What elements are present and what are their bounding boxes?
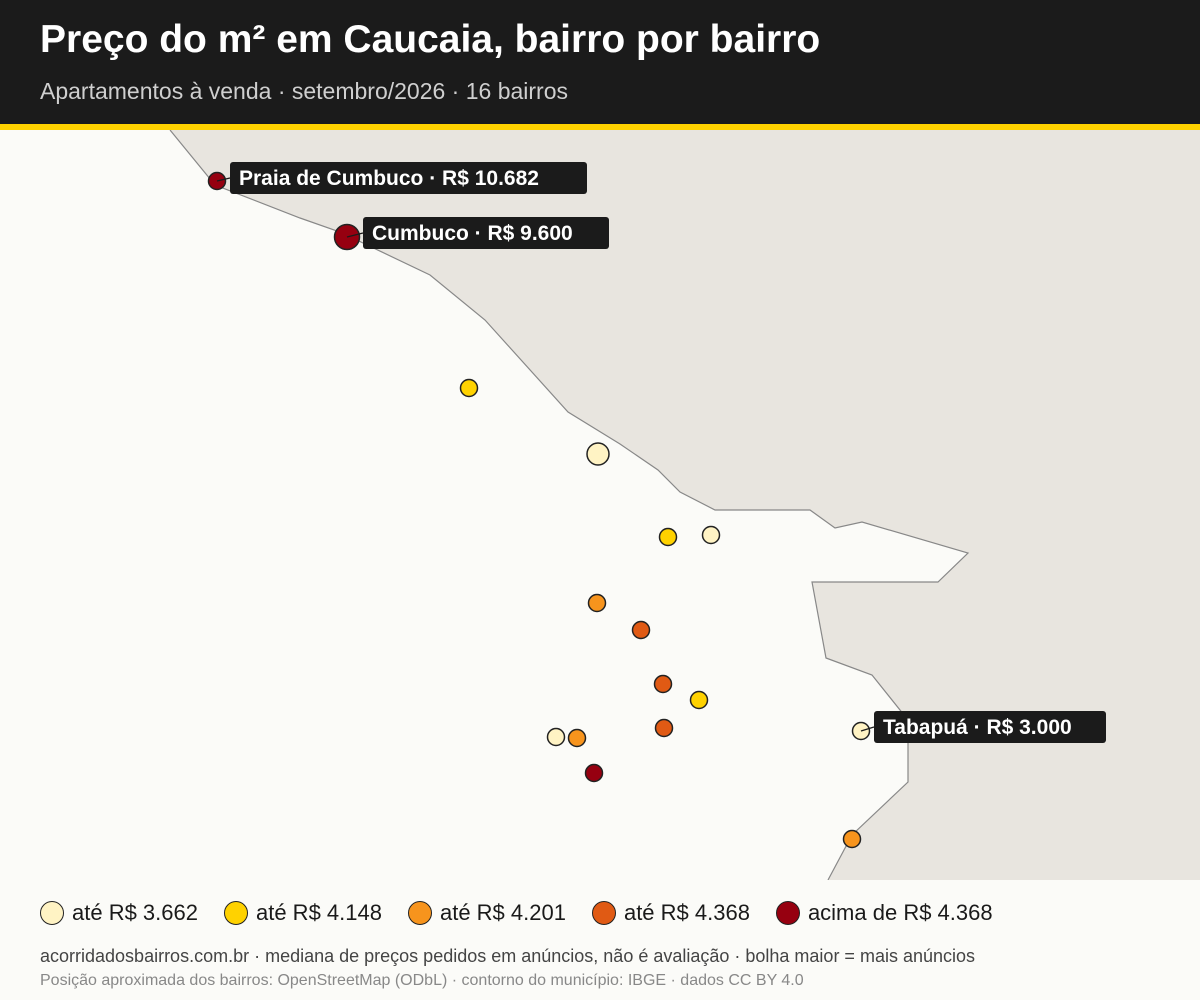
legend-label: até R$ 4.148 xyxy=(255,900,382,925)
label-box xyxy=(363,217,609,249)
marker[interactable] xyxy=(658,527,678,547)
outside-area xyxy=(170,130,1200,880)
marker[interactable] xyxy=(653,674,673,694)
marker[interactable] xyxy=(631,620,651,640)
map-svg: Praia de Cumbuco · R$ 10.682 Cumbuco · R$… xyxy=(169,130,1200,880)
marker[interactable] xyxy=(842,829,862,849)
legend-item: até R$ 4.368 xyxy=(591,900,750,926)
marker[interactable] xyxy=(701,525,721,545)
legend-item: até R$ 4.201 xyxy=(407,900,566,926)
legend-swatch-icon xyxy=(40,901,64,925)
marker[interactable] xyxy=(586,442,610,466)
legend-label: até R$ 3.662 xyxy=(72,900,198,925)
label-leader-line xyxy=(216,177,231,182)
marker-label: Tabapuá · R$ 3.000 xyxy=(860,711,1106,743)
page-title: Preço do m² em Caucaia, bairro por bairr… xyxy=(40,18,821,61)
marker[interactable] xyxy=(459,378,479,398)
marker-label: Praia de Cumbuco · R$ 10.682 xyxy=(216,162,587,194)
legend-item: até R$ 4.148 xyxy=(223,900,382,926)
legend-swatch-icon xyxy=(775,901,800,925)
map[interactable]: Praia de Cumbuco · R$ 10.682 Cumbuco · R$… xyxy=(0,130,1200,880)
accent-bar xyxy=(0,124,1200,130)
label-box xyxy=(230,162,587,194)
label-leader-line xyxy=(346,232,364,238)
label-box xyxy=(874,711,1106,743)
footer-source: Posição aproximada dos bairros: OpenStre… xyxy=(40,972,804,989)
legend: até R$ 3.662 até R$ 4.148 até R$ 4.201 a… xyxy=(40,895,1019,931)
marker[interactable] xyxy=(584,763,604,783)
marker[interactable] xyxy=(689,690,709,710)
marker-label: Cumbuco · R$ 9.600 xyxy=(346,217,609,249)
footer-credit: acorridadosbairros.com.br · mediana de p… xyxy=(40,946,976,966)
marker[interactable] xyxy=(567,728,587,748)
legend-label: até R$ 4.201 xyxy=(439,900,566,925)
municipality-boundary xyxy=(169,130,970,880)
label-text: Praia de Cumbuco · R$ 10.682 xyxy=(239,167,539,190)
label-text: Tabapuá · R$ 3.000 xyxy=(883,716,1072,739)
legend-swatch-icon xyxy=(591,901,616,925)
marker[interactable] xyxy=(587,593,607,613)
marker[interactable] xyxy=(654,718,674,738)
legend-label: até R$ 4.368 xyxy=(623,900,750,925)
labels-layer: Praia de Cumbuco · R$ 10.682 Cumbuco · R$… xyxy=(216,162,1106,743)
header: Preço do m² em Caucaia, bairro por bairr… xyxy=(0,0,1200,124)
legend-item: acima de R$ 4.368 xyxy=(775,900,993,926)
legend-item: até R$ 3.662 xyxy=(40,900,198,926)
legend-label: acima de R$ 4.368 xyxy=(807,900,993,925)
legend-swatch-icon xyxy=(407,901,432,925)
label-text: Cumbuco · R$ 9.600 xyxy=(372,222,573,245)
page-subtitle: Apartamentos à venda · setembro/2026 · 1… xyxy=(40,78,569,104)
legend-swatch-icon xyxy=(223,901,248,925)
marker[interactable] xyxy=(546,727,566,747)
label-leader-line xyxy=(860,726,875,732)
markers-layer xyxy=(207,171,871,849)
